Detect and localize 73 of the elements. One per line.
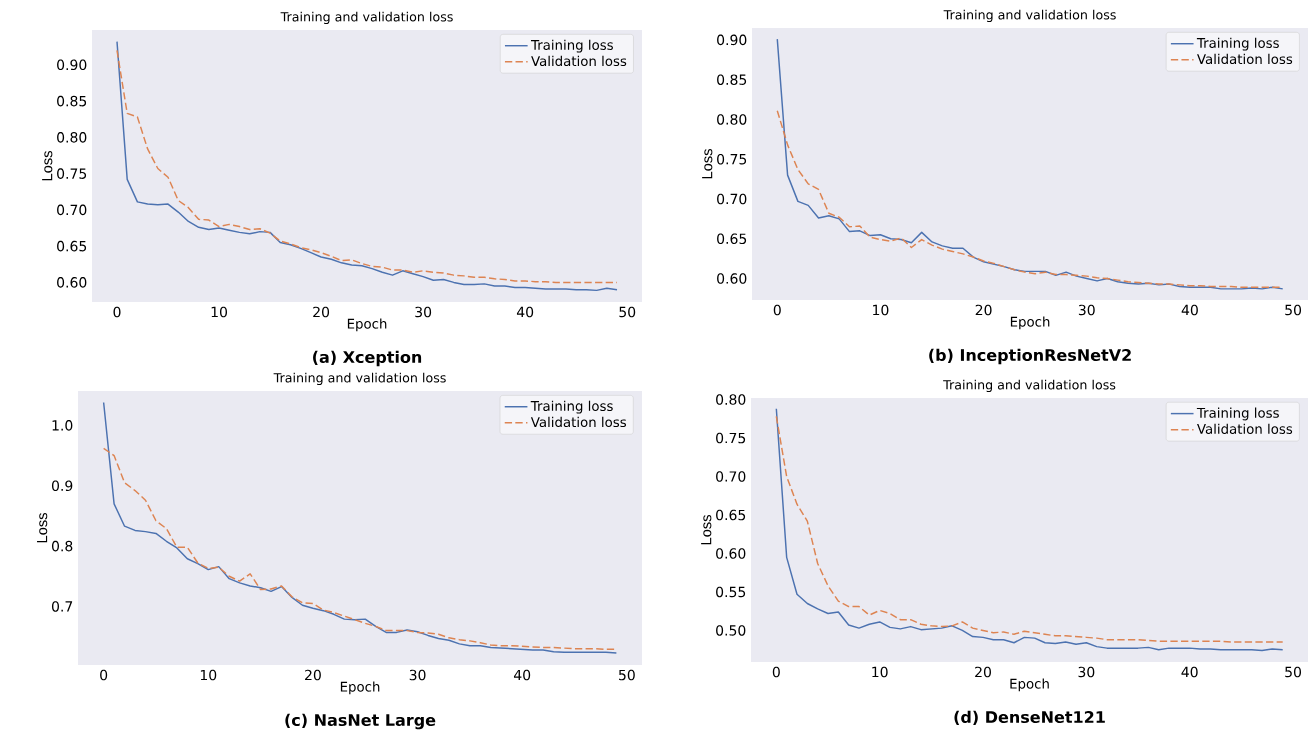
text: (a) Xception (313, 350, 422, 367)
chart-title: Training and validation loss (943, 9, 1116, 22)
x-tick-label: 40 (516, 306, 534, 318)
y-axis-title: Loss (42, 151, 53, 181)
y-tick-label: 0.90 (57, 59, 87, 71)
text: (d) DenseNet121 (954, 710, 1105, 725)
legend-label: Training loss (1196, 407, 1279, 421)
y-tick-label: 0.60 (57, 277, 87, 288)
legend-label: Validation loss (1197, 423, 1293, 434)
y-tick-label: 1.0 (52, 420, 73, 431)
legend-label: Validation loss (531, 55, 627, 67)
x-axis-title: Epoch (1010, 678, 1049, 692)
y-tick-label: 0.80 (716, 394, 746, 405)
x-axis-title: Epoch (340, 681, 380, 695)
x-axis-title: Epoch (347, 318, 387, 332)
y-tick-label: 0.85 (57, 95, 87, 107)
x-tick-label: 10 (200, 669, 217, 681)
y-tick-label: 0.80 (717, 114, 747, 125)
x-tick-label: 40 (513, 669, 531, 681)
x-tick-label: 30 (1078, 666, 1095, 678)
x-tick-label: 40 (1181, 666, 1198, 678)
x-tick-label: 30 (415, 306, 432, 318)
y-tick-label: 0.9 (51, 480, 73, 492)
y-tick-label: 0.75 (717, 153, 747, 165)
y-tick-label: 0.8 (51, 540, 73, 552)
y-tick-label: 0.85 (717, 74, 747, 85)
x-tick-label: 50 (1285, 304, 1302, 316)
x-tick-label: 20 (975, 304, 992, 316)
legend-label: Validation loss (1197, 53, 1293, 65)
x-tick-label: 20 (313, 306, 330, 318)
y-tick-label: 0.65 (717, 233, 747, 245)
y-tick-label: 0.70 (716, 471, 746, 482)
y-tick-label: 0.75 (716, 432, 746, 444)
x-tick-label: 50 (1285, 666, 1302, 678)
y-tick-label: 0.90 (717, 34, 747, 46)
y-tick-label: 0.60 (716, 548, 746, 559)
text: (b) InceptionResNetV2 (929, 348, 1131, 365)
x-tick-label: 40 (1181, 304, 1198, 316)
chart-title: Training and validation loss (943, 379, 1116, 392)
y-tick-label: 0.75 (57, 168, 87, 179)
y-axis-title: Loss (37, 513, 48, 543)
y-tick-label: 0.60 (717, 273, 747, 284)
legend-label: Validation loss (530, 416, 627, 428)
legend-label: Training loss (530, 400, 613, 414)
y-tick-label: 0.65 (716, 509, 746, 521)
y-axis-title: Loss (701, 515, 712, 545)
chart-title: Training and validation loss (273, 372, 446, 385)
x-tick-label: 0 (100, 669, 108, 681)
x-tick-label: 20 (975, 666, 991, 678)
y-tick-label: 0.50 (716, 625, 746, 636)
text: (c) NasNet Large (285, 713, 436, 730)
y-axis-title: Loss (702, 149, 713, 179)
y-tick-label: 0.70 (717, 193, 747, 205)
x-tick-label: 10 (873, 304, 889, 316)
x-tick-label: 50 (619, 669, 635, 681)
x-axis-title: Epoch (1010, 316, 1050, 330)
x-tick-label: 50 (619, 306, 636, 318)
y-tick-label: 0.65 (57, 240, 87, 252)
y-tick-label: 0.55 (716, 586, 746, 598)
x-tick-label: 30 (1078, 304, 1095, 316)
x-tick-label: 10 (872, 666, 888, 678)
x-tick-label: 0 (773, 304, 781, 316)
x-tick-label: 10 (211, 306, 228, 318)
legend-label: Training loss (1196, 37, 1279, 51)
y-tick-label: 0.7 (51, 601, 73, 612)
y-tick-label: 0.80 (57, 132, 87, 143)
x-tick-label: 20 (305, 669, 321, 681)
chart-title: Training and validation loss (280, 11, 453, 24)
y-tick-label: 0.70 (57, 204, 87, 216)
x-tick-label: 0 (772, 666, 780, 678)
x-tick-label: 0 (113, 306, 121, 318)
legend-label: Training loss (530, 39, 613, 53)
x-tick-label: 30 (409, 669, 426, 681)
